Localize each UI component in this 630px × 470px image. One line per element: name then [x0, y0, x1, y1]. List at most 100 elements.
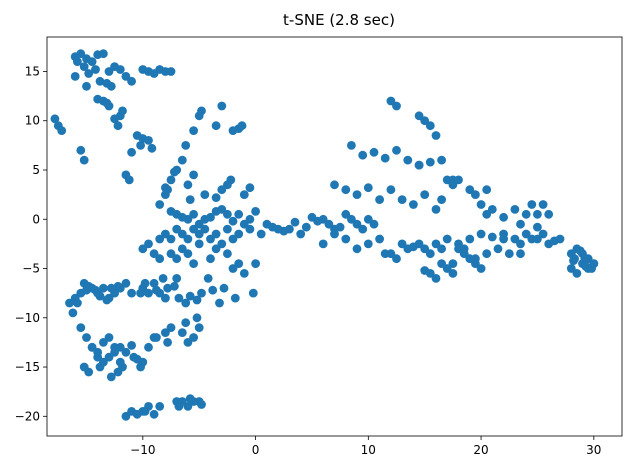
- scatter-point: [223, 249, 232, 259]
- scatter-point: [358, 224, 368, 234]
- scatter-point: [166, 67, 176, 76]
- scatter-point: [170, 167, 179, 177]
- scatter-point: [115, 357, 125, 367]
- scatter-point: [177, 328, 187, 337]
- scatter-point: [437, 195, 446, 205]
- scatter-point: [437, 155, 446, 165]
- scatter-point: [50, 114, 60, 124]
- scatter-point: [211, 229, 221, 239]
- axes-frame: [46, 36, 623, 437]
- scatter-point: [127, 76, 136, 86]
- scatter-point: [144, 136, 153, 145]
- scatter-point: [499, 229, 508, 239]
- scatter-point: [183, 338, 193, 347]
- scatter-point: [127, 288, 136, 298]
- scatter-point: [121, 278, 131, 288]
- scatter-point: [136, 362, 146, 372]
- x-tick-label: −10: [130, 443, 155, 457]
- scatter-point: [330, 180, 339, 190]
- scatter-point: [239, 190, 249, 200]
- scatter-point: [516, 219, 525, 229]
- scatter-point: [206, 234, 215, 244]
- scatter-point: [211, 121, 221, 131]
- scatter-point: [550, 236, 559, 246]
- scatter-point: [544, 209, 554, 219]
- scatter-point: [189, 333, 199, 342]
- scatter-point: [144, 288, 153, 298]
- scatter-point: [476, 200, 486, 209]
- scatter-point: [121, 347, 131, 357]
- scatter-point: [448, 269, 458, 278]
- scatter-point: [431, 131, 441, 140]
- scatter-point: [121, 72, 131, 81]
- scatter-point: [487, 232, 497, 242]
- scatter-point: [124, 175, 134, 185]
- y-tick-label: −15: [15, 360, 40, 374]
- scatter-point: [217, 101, 227, 111]
- data-points: [50, 49, 599, 421]
- scatter-point: [251, 207, 260, 216]
- scatter-point: [99, 49, 108, 59]
- scatter-point: [437, 244, 446, 254]
- scatter-point: [140, 407, 150, 416]
- scatter-point: [189, 259, 199, 268]
- scatter-point: [482, 249, 492, 259]
- scatter-point: [183, 234, 193, 244]
- x-tick-label: 10: [361, 443, 376, 457]
- scatter-point: [380, 249, 390, 259]
- scatter-point: [369, 219, 379, 229]
- scatter-point: [234, 229, 244, 239]
- scatter-point: [166, 175, 176, 185]
- scatter-point: [341, 185, 351, 195]
- scatter-point: [166, 234, 176, 244]
- x-axis: −10 0 10 20 30: [130, 436, 601, 457]
- scatter-point: [57, 126, 67, 135]
- scatter-point: [499, 212, 508, 222]
- scatter-point: [144, 239, 153, 249]
- scatter-point: [245, 183, 255, 193]
- scatter-point: [589, 259, 599, 268]
- scatter-point: [256, 229, 266, 239]
- scatter-point: [110, 342, 119, 352]
- scatter-point: [335, 222, 345, 232]
- scatter-point: [228, 264, 238, 273]
- scatter-point: [245, 214, 255, 224]
- scatter-point: [487, 205, 497, 214]
- scatter-point: [538, 229, 548, 239]
- scatter-point: [482, 185, 492, 195]
- scatter-point: [352, 190, 362, 200]
- scatter-point: [152, 333, 161, 342]
- scatter-point: [533, 222, 542, 232]
- scatter-point: [442, 264, 452, 273]
- scatter-point: [102, 295, 112, 305]
- y-tick-label: −10: [15, 311, 40, 325]
- scatter-point: [163, 185, 173, 195]
- y-tick-label: 10: [25, 114, 40, 128]
- scatter-point: [84, 69, 94, 78]
- scatter-point: [172, 254, 182, 264]
- scatter-point: [234, 259, 244, 268]
- scatter-point: [403, 155, 413, 165]
- scatter-point: [73, 57, 82, 66]
- scatter-point: [106, 81, 116, 91]
- scatter-point: [161, 229, 170, 239]
- scatter-point: [73, 298, 82, 308]
- scatter-point: [454, 244, 463, 254]
- scatter-point: [386, 96, 396, 106]
- scatter-point: [129, 352, 139, 362]
- scatter-point: [228, 216, 238, 226]
- scatter-point: [79, 155, 89, 165]
- scatter-point: [510, 205, 520, 214]
- scatter-point: [102, 98, 112, 108]
- scatter-point: [76, 145, 86, 155]
- scatter-point: [200, 190, 210, 200]
- scatter-point: [223, 224, 232, 234]
- scatter-point: [149, 278, 159, 288]
- scatter-point: [471, 190, 480, 200]
- scatter-point: [87, 342, 97, 352]
- scatter-point: [363, 239, 373, 249]
- scatter-point: [155, 200, 165, 209]
- scatter-point: [363, 214, 373, 224]
- scatter-point: [181, 298, 191, 308]
- scatter-point: [163, 283, 173, 293]
